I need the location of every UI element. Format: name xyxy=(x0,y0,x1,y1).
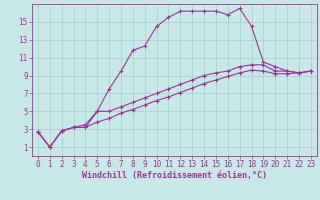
X-axis label: Windchill (Refroidissement éolien,°C): Windchill (Refroidissement éolien,°C) xyxy=(82,171,267,180)
